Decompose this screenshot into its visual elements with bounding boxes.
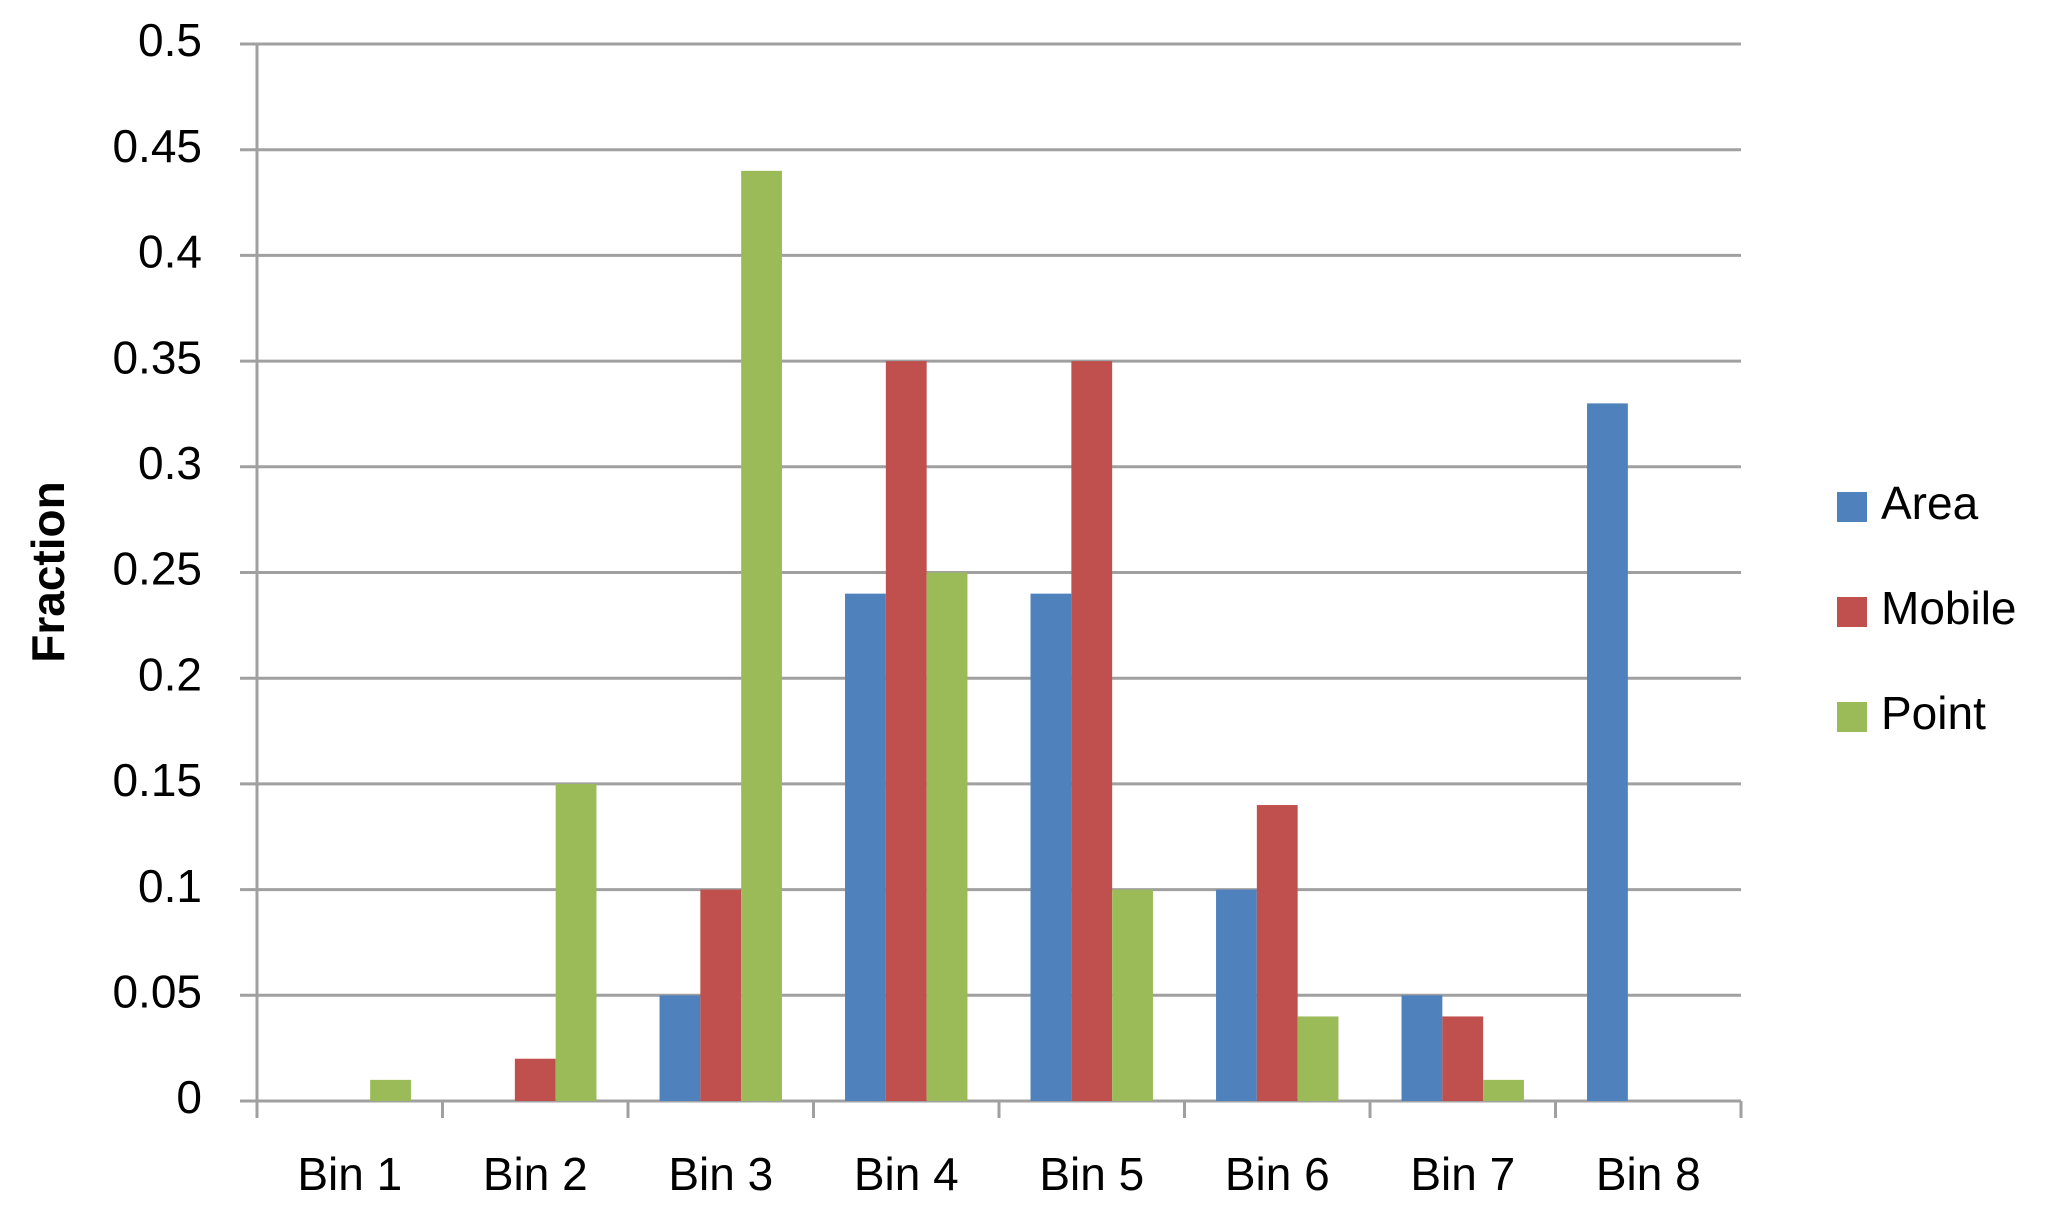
- bar: [1112, 889, 1153, 1101]
- bar: [370, 1079, 411, 1101]
- bar: [1483, 1079, 1524, 1101]
- bar: [555, 783, 597, 1101]
- x-tick-label: Bin 7: [1410, 1148, 1515, 1200]
- bar: [1030, 593, 1072, 1101]
- bar: [700, 889, 742, 1101]
- y-tick-label: 0.3: [138, 437, 202, 489]
- y-tick-label: 0.2: [138, 648, 202, 700]
- x-tick-label: Bin 5: [1039, 1148, 1144, 1200]
- y-tick-label: 0.25: [112, 543, 202, 595]
- y-tick-label: 0.35: [112, 331, 202, 383]
- y-axis-title: Fraction: [22, 481, 74, 662]
- y-tick-label: 0.1: [138, 860, 202, 912]
- bar: [1401, 995, 1443, 1101]
- legend-swatch: [1837, 702, 1867, 732]
- bar: [514, 1058, 556, 1101]
- x-tick-label: Bin 6: [1225, 1148, 1330, 1200]
- legend-label: Mobile: [1881, 582, 2017, 634]
- bar: [1442, 1016, 1484, 1101]
- x-tick-label: Bin 3: [668, 1148, 773, 1200]
- bar: [1587, 403, 1628, 1101]
- bar: [885, 361, 927, 1102]
- y-tick-label: 0: [176, 1071, 202, 1123]
- y-tick-label: 0.5: [138, 14, 202, 66]
- bar: [1216, 889, 1257, 1101]
- bar: [1256, 805, 1298, 1101]
- legend-label: Area: [1881, 477, 1979, 529]
- bar: [1071, 361, 1113, 1102]
- x-tick-label: Bin 2: [483, 1148, 588, 1200]
- bar: [741, 170, 782, 1102]
- y-tick-label: 0.05: [112, 965, 202, 1017]
- x-tick-label: Bin 1: [297, 1148, 402, 1200]
- y-tick-label: 0.45: [112, 120, 202, 172]
- y-tick-label: 0.15: [112, 754, 202, 806]
- x-tick-label: Bin 4: [854, 1148, 959, 1200]
- legend-swatch: [1837, 492, 1867, 522]
- bar: [659, 995, 701, 1101]
- legend-swatch: [1837, 597, 1867, 627]
- bar: [926, 572, 968, 1101]
- bar: [1297, 1016, 1339, 1101]
- x-tick-label: Bin 8: [1596, 1148, 1701, 1200]
- legend-label: Point: [1881, 687, 1986, 739]
- y-tick-label: 0.4: [138, 226, 202, 278]
- bar: [845, 593, 886, 1101]
